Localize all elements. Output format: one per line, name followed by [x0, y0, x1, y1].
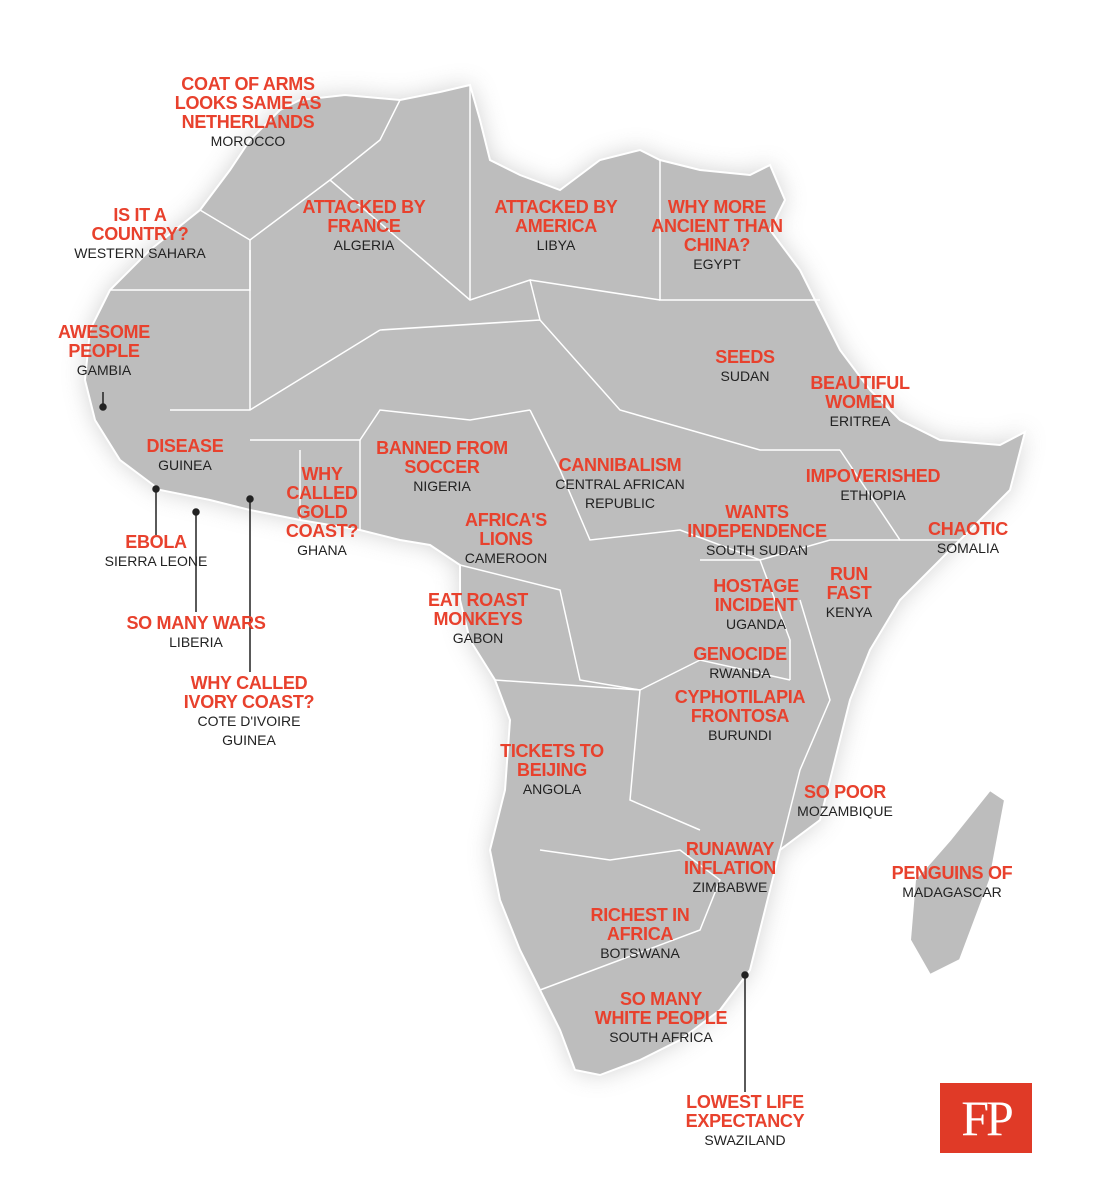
leader-lines — [99, 392, 749, 1092]
caption-line: BEIJING — [517, 760, 587, 780]
country-name: SWAZILAND — [704, 1132, 786, 1148]
caption-line: LOOKS SAME AS — [174, 93, 322, 113]
caption-line: IVORY COAST? — [183, 692, 315, 712]
country-name: LIBERIA — [169, 634, 223, 650]
caption-line: MONKEYS — [433, 609, 523, 629]
caption-line: SO POOR — [804, 782, 886, 802]
caption-line: WHITE PEOPLE — [594, 1008, 728, 1028]
caption-line: COAST? — [285, 521, 359, 541]
caption-line: WANTS — [725, 502, 789, 522]
country-name: NIGERIA — [413, 478, 471, 494]
caption-line: EBOLA — [125, 532, 187, 552]
caption-line: IS IT A — [113, 205, 167, 225]
caption-line: SO MANY WARS — [126, 613, 266, 633]
country-name: SIERRA LEONE — [104, 553, 208, 569]
caption-line: LIONS — [479, 529, 533, 549]
caption-line: RUN — [829, 564, 869, 584]
country-name: GUINEA — [158, 457, 212, 473]
caption-line: RUNAWAY — [685, 839, 775, 859]
country-name: CAMEROON — [464, 550, 548, 566]
caption-line: CALLED — [286, 483, 358, 503]
caption-line: PENGUINS OF — [891, 863, 1013, 883]
caption-line: FAST — [826, 583, 872, 603]
caption-line: COAT OF ARMS — [181, 74, 315, 94]
caption-line: HOSTAGE — [713, 576, 799, 596]
caption-line: GOLD — [296, 502, 348, 522]
caption-line: CHINA? — [683, 235, 751, 255]
caption-line: EAT ROAST — [428, 590, 528, 610]
country-name: GUINEA — [222, 732, 276, 748]
country-name: SOMALIA — [936, 540, 1000, 556]
caption-line: INDEPENDENCE — [687, 521, 827, 541]
country-name: EGYPT — [693, 256, 741, 272]
country-name: LIBYA — [536, 237, 576, 253]
country-name: MADAGASCAR — [902, 884, 1002, 900]
caption-line: AMERICA — [515, 216, 597, 236]
caption-line: FRONTOSA — [690, 706, 790, 726]
caption-line: BEAUTIFUL — [810, 373, 910, 393]
country-name: BOTSWANA — [600, 945, 680, 961]
caption-line: DISEASE — [146, 436, 224, 456]
caption-line: ATTACKED BY — [302, 197, 426, 217]
logo: FP — [940, 1083, 1032, 1153]
continent — [83, 83, 1027, 1077]
country-name: UGANDA — [726, 616, 786, 632]
caption-line: WHY MORE — [667, 197, 767, 217]
country-name: ALGERIA — [333, 237, 395, 253]
country-name: SUDAN — [720, 368, 770, 384]
country-name: ERITREA — [829, 413, 891, 429]
country-name: RWANDA — [709, 665, 771, 681]
country-name: COTE D'IVOIRE — [197, 713, 301, 729]
caption-line: TICKETS TO — [500, 741, 604, 761]
caption-line: INCIDENT — [714, 595, 798, 615]
caption-line: PEOPLE — [68, 341, 140, 361]
country-name: SOUTH AFRICA — [609, 1029, 713, 1045]
caption-line: CHAOTIC — [928, 519, 1008, 539]
madagascar-shape — [908, 788, 1007, 977]
country-name: MOROCCO — [210, 133, 286, 149]
caption-line: AWESOME — [58, 322, 150, 342]
country-name: MOZAMBIQUE — [797, 803, 893, 819]
caption-line: AFRICA'S — [465, 510, 547, 530]
caption-line: ATTACKED BY — [494, 197, 618, 217]
caption-line: GENOCIDE — [693, 644, 787, 664]
caption-line: CANNIBALISM — [558, 455, 682, 475]
country-name: ANGOLA — [522, 781, 582, 797]
country-name: SOUTH SUDAN — [706, 542, 808, 558]
country-name: REPUBLIC — [584, 495, 656, 511]
caption-line: FRANCE — [327, 216, 401, 236]
caption-line: SEEDS — [715, 347, 775, 367]
country-name: ETHIOPIA — [840, 487, 906, 503]
caption-line: CYPHOTILAPIA — [674, 687, 806, 707]
country-name: ZIMBABWE — [692, 879, 768, 895]
caption-line: BANNED FROM — [376, 438, 508, 458]
country-name: WESTERN SAHARA — [74, 245, 206, 261]
caption-line: ANCIENT THAN — [651, 216, 783, 236]
country-name: GHANA — [297, 542, 347, 558]
country-name: BURUNDI — [708, 727, 772, 743]
caption-line: AFRICA — [606, 924, 674, 944]
caption-line: RICHEST IN — [590, 905, 690, 925]
caption-line: INFLATION — [684, 858, 776, 878]
caption-line: WHY — [301, 464, 343, 484]
caption-line: WOMEN — [825, 392, 895, 412]
caption-line: LOWEST LIFE — [686, 1092, 804, 1112]
country-name: CENTRAL AFRICAN — [555, 476, 685, 492]
borders — [110, 85, 960, 991]
country-name: GAMBIA — [76, 362, 132, 378]
caption-line: NETHERLANDS — [181, 112, 315, 132]
caption-line: SO MANY — [620, 989, 702, 1009]
caption-line: COUNTRY? — [91, 224, 189, 244]
caption-line: SOCCER — [404, 457, 480, 477]
caption-line: IMPOVERISHED — [805, 466, 941, 486]
caption-line: WHY CALLED — [190, 673, 308, 693]
caption-line: EXPECTANCY — [685, 1111, 805, 1131]
country-name: KENYA — [825, 604, 873, 620]
country-name: GABON — [452, 630, 504, 646]
